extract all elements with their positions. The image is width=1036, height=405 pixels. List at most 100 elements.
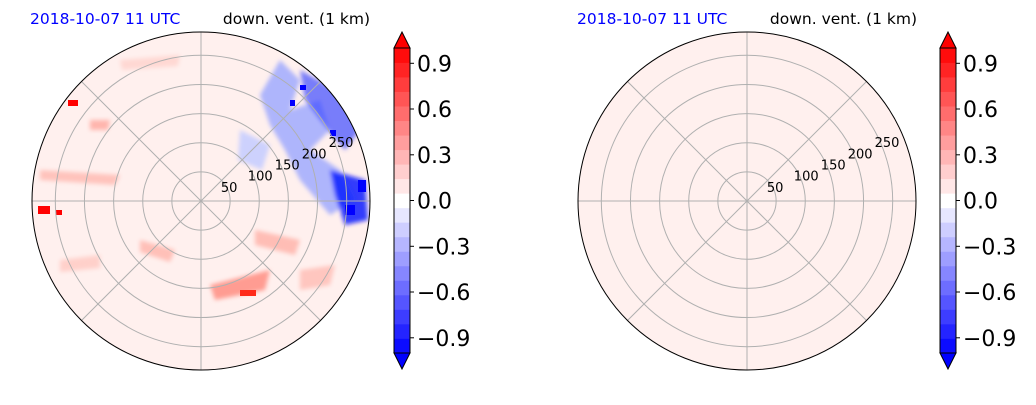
right-colorbar-band-14: [940, 135, 956, 151]
right-colorbar-tick-label-5: −0.6: [963, 281, 1016, 306]
left-colorbar-band-0: [394, 338, 410, 354]
right-polar-frame: [577, 31, 917, 371]
right-radial-tick-label-2: 150: [821, 159, 846, 174]
right-colorbar-band-17: [940, 91, 956, 107]
right-colorbar-band-8: [940, 222, 956, 238]
left-colorbar-band-8: [394, 222, 410, 238]
right-radial-gridline-2: [659, 113, 835, 289]
left-radial-gridline-4: [54, 54, 348, 348]
left-radial-tick-label-2: 150: [275, 159, 300, 174]
right-colorbar-band-3: [940, 294, 956, 310]
left-colorbar-band-7: [394, 236, 410, 252]
left-colorbar-band-18: [394, 77, 410, 92]
right-radial-gridline-3: [629, 83, 865, 319]
left-colorbar-band-6: [394, 251, 410, 267]
left-colorbar-band-3: [394, 294, 410, 310]
right-radial-tick-label-4: 250: [875, 136, 900, 151]
right-colorbar-tick-label-1: 0.6: [963, 98, 998, 123]
right-panel: 2018-10-07 11 UTC down. vent. (1 km) 50 1…: [577, 10, 1016, 371]
left-field-blobs: [40, 55, 368, 300]
left-colorbar: 0.9 0.6 0.3 0.0 −0.3 −0.6 −0.9: [393, 30, 470, 371]
right-colorbar-band-15: [940, 120, 956, 136]
right-colorbar-tick-label-6: −0.9: [963, 327, 1016, 352]
right-colorbar-tick-label-3: 0.0: [963, 190, 998, 215]
right-colorbar-band-19: [940, 62, 956, 78]
left-radial-gridlines: [54, 54, 348, 348]
right-colorbar-band-5: [940, 265, 956, 281]
left-colorbar-band-9: [394, 207, 410, 223]
left-colorbar-tick-label-6: −0.9: [417, 327, 470, 352]
left-colorbar-band-10: [394, 193, 410, 209]
right-colorbar-band-20: [940, 48, 956, 63]
right-colorbar-tick-label-2: 0.3: [963, 144, 998, 169]
left-colorbar-band-14: [394, 135, 410, 151]
right-radial-tick-label-0: 50: [767, 181, 784, 196]
left-colorbar-band-17: [394, 91, 410, 107]
right-colorbar-bands: [940, 48, 956, 354]
left-radial-tick-label-0: 50: [221, 181, 238, 196]
right-title-date: 2018-10-07 11 UTC: [577, 10, 727, 28]
left-radial-gridline-2: [113, 113, 289, 289]
left-polar-frame: [31, 31, 371, 371]
left-radial-gridline-3: [83, 83, 319, 319]
right-colorbar-band-18: [940, 77, 956, 92]
right-colorbar-band-11: [940, 178, 956, 194]
left-colorbar-tick-label-4: −0.3: [417, 235, 470, 260]
right-colorbar-ticks: 0.9 0.6 0.3 0.0 −0.3 −0.6 −0.9: [956, 52, 1016, 352]
left-colorbar-band-16: [394, 106, 410, 122]
right-colorbar-band-4: [940, 280, 956, 296]
right-radial-gridline-4: [600, 54, 894, 348]
left-colorbar-band-4: [394, 280, 410, 296]
left-title-date: 2018-10-07 11 UTC: [30, 10, 180, 28]
right-radial-tick-label-1: 100: [794, 170, 819, 185]
left-colorbar-extend-top: [393, 30, 411, 49]
right-colorbar-band-1: [940, 323, 956, 339]
left-colorbar-band-11: [394, 178, 410, 194]
right-colorbar-band-12: [940, 164, 956, 180]
right-colorbar-band-9: [940, 207, 956, 223]
left-colorbar-band-15: [394, 120, 410, 136]
left-radial-tick-label-1: 100: [248, 170, 273, 185]
left-colorbar-band-2: [394, 309, 410, 325]
left-colorbar-band-5: [394, 265, 410, 281]
left-colorbar-ticks: 0.9 0.6 0.3 0.0 −0.3 −0.6 −0.9: [410, 52, 470, 352]
left-colorbar-band-13: [394, 149, 410, 165]
right-colorbar-band-16: [940, 106, 956, 122]
left-radial-tick-label-3: 200: [302, 147, 327, 162]
right-radial-gridlines: [600, 54, 894, 348]
left-angular-gridlines: [32, 32, 370, 370]
left-colorbar-tick-label-3: 0.0: [417, 190, 452, 215]
left-radial-gridline-0: [171, 171, 231, 231]
left-colorbar-tick-label-1: 0.6: [417, 98, 452, 123]
right-colorbar-tick-label-4: −0.3: [963, 235, 1016, 260]
left-colorbar-extend-bottom: [393, 352, 411, 371]
left-colorbar-tick-label-2: 0.3: [417, 144, 452, 169]
left-colorbar-tick-label-5: −0.6: [417, 281, 470, 306]
left-radial-gridline-1: [142, 142, 260, 260]
right-colorbar-band-7: [940, 236, 956, 252]
right-angular-gridlines: [578, 32, 916, 370]
right-radial-tick-label-3: 200: [848, 147, 873, 162]
right-colorbar-band-10: [940, 193, 956, 209]
left-panel: 2018-10-07 11 UTC down. vent. (1 km): [30, 10, 470, 371]
right-colorbar-extend-bottom: [939, 352, 957, 371]
left-colorbar-band-12: [394, 164, 410, 180]
right-colorbar-extend-top: [939, 30, 957, 49]
left-colorbar-band-19: [394, 62, 410, 78]
left-colorbar-tick-label-0: 0.9: [417, 52, 452, 77]
right-radial-gridline-1: [688, 142, 806, 260]
right-colorbar-band-2: [940, 309, 956, 325]
left-title-variable: down. vent. (1 km): [223, 10, 370, 28]
right-colorbar: 0.9 0.6 0.3 0.0 −0.3 −0.6 −0.9: [939, 30, 1016, 371]
left-colorbar-band-20: [394, 48, 410, 63]
right-colorbar-band-0: [940, 338, 956, 354]
right-colorbar-band-13: [940, 149, 956, 165]
right-colorbar-band-6: [940, 251, 956, 267]
left-radial-tick-label-4: 250: [329, 136, 354, 151]
left-colorbar-band-1: [394, 323, 410, 339]
right-title-variable: down. vent. (1 km): [770, 10, 917, 28]
right-colorbar-tick-label-0: 0.9: [963, 52, 998, 77]
